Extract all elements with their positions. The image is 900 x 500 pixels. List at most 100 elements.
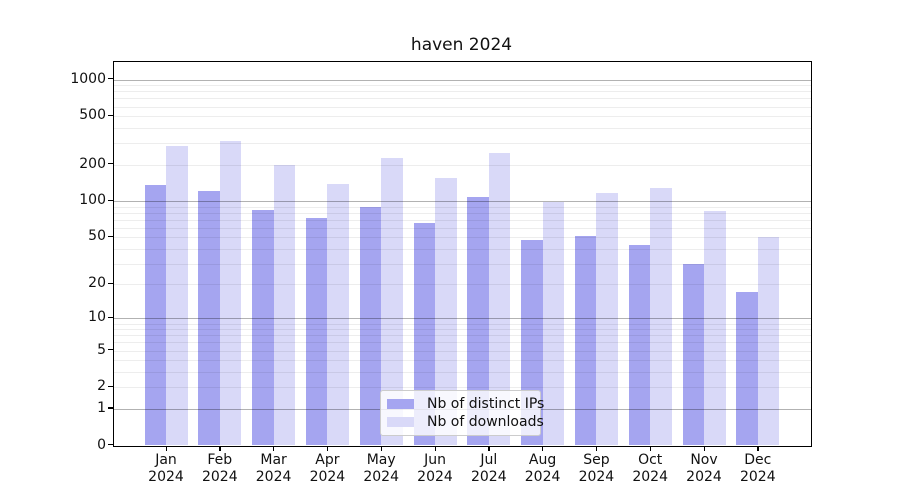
x-tick-label: Jul 2024 xyxy=(461,452,517,486)
bar-downloads xyxy=(435,177,457,446)
y-tick-mark xyxy=(108,282,113,285)
x-tick-label: Aug 2024 xyxy=(515,452,571,486)
bar-downloads xyxy=(542,202,565,446)
x-tick-year: 2024 xyxy=(470,469,507,485)
x-tick-month: Jan xyxy=(155,452,177,468)
x-tick-label: Jan 2024 xyxy=(138,452,194,486)
x-tick-mark xyxy=(434,445,436,451)
gridline-minor xyxy=(114,127,811,129)
gridline-minor xyxy=(114,284,811,286)
bar-downloads xyxy=(596,192,618,446)
y-tick-label: 100 xyxy=(79,192,106,208)
gridline-minor xyxy=(114,106,811,108)
x-tick-label: Dec 2024 xyxy=(730,452,786,486)
x-tick-mark xyxy=(542,445,544,451)
y-tick-mark xyxy=(108,235,113,238)
x-tick-label: Jun 2024 xyxy=(407,452,463,486)
legend-item-downloads: Nb of downloads xyxy=(387,413,544,431)
gridline-minor xyxy=(114,212,811,214)
y-tick-mark xyxy=(108,316,113,319)
x-tick-year: 2024 xyxy=(363,469,399,485)
x-tick-mark xyxy=(757,445,759,451)
gridline-minor xyxy=(114,263,811,265)
y-tick-mark xyxy=(108,385,113,388)
bar-distinct-ips xyxy=(198,191,220,446)
bar-downloads xyxy=(381,158,403,446)
x-tick-label: Sep 2024 xyxy=(568,452,624,486)
y-tick-label: 20 xyxy=(88,275,106,292)
gridline-minor xyxy=(114,237,811,239)
gridline-minor xyxy=(114,227,811,229)
gridline-minor xyxy=(114,116,811,118)
bar-downloads xyxy=(166,146,188,446)
x-tick-label: Oct 2024 xyxy=(622,452,678,486)
chart-title: haven 2024 xyxy=(410,35,513,55)
bar-downloads xyxy=(704,210,726,446)
x-tick-mark xyxy=(649,445,652,451)
plot-area xyxy=(113,61,812,447)
x-tick-month: Sep xyxy=(583,452,610,468)
legend-label-downloads: Nb of downloads xyxy=(427,413,544,430)
x-tick-mark xyxy=(219,445,221,451)
y-tick-label: 500 xyxy=(79,107,106,124)
gridline-minor xyxy=(114,342,811,344)
gridline-minor xyxy=(114,219,811,221)
y-tick-label: 1 xyxy=(97,399,106,416)
gridline-major xyxy=(114,201,811,202)
x-tick-month: Apr xyxy=(315,452,340,468)
x-tick-label: Nov 2024 xyxy=(676,452,732,486)
legend-label-distinct-ips: Nb of distinct IPs xyxy=(427,395,545,412)
gridline-major xyxy=(114,79,811,81)
bar-distinct-ips xyxy=(574,236,597,446)
y-tick-mark xyxy=(108,163,113,165)
x-tick-month: May xyxy=(366,452,396,468)
x-tick-year: 2024 xyxy=(524,469,561,485)
bar-distinct-ips xyxy=(628,245,651,446)
x-tick-mark xyxy=(273,445,275,451)
y-tick-mark xyxy=(108,114,113,117)
bar-distinct-ips xyxy=(682,263,704,446)
x-tick-month: Mar xyxy=(260,452,287,468)
gridline-minor xyxy=(114,329,811,331)
x-tick-year: 2024 xyxy=(632,469,668,485)
x-tick-month: Feb xyxy=(207,452,233,468)
legend-item-distinct-ips: Nb of distinct IPs xyxy=(387,395,544,413)
y-tick-mark xyxy=(108,444,113,446)
y-tick-mark xyxy=(108,78,113,80)
x-tick-mark xyxy=(326,445,329,451)
bar-distinct-ips xyxy=(736,292,758,446)
y-tick-mark xyxy=(108,407,113,409)
x-tick-label: Feb 2024 xyxy=(192,452,248,486)
gridline-minor xyxy=(114,350,811,352)
x-tick-year: 2024 xyxy=(255,469,292,485)
x-tick-year: 2024 xyxy=(201,469,238,485)
x-tick-year: 2024 xyxy=(686,469,722,485)
x-tick-year: 2024 xyxy=(148,469,184,485)
bar-distinct-ips xyxy=(305,218,328,446)
x-tick-mark xyxy=(703,445,705,451)
bar-distinct-ips xyxy=(413,222,435,446)
gridline-minor xyxy=(114,164,811,166)
gridline-minor xyxy=(114,360,811,362)
bar-downloads xyxy=(273,164,296,446)
y-tick-mark xyxy=(108,199,113,201)
x-tick-month: Oct xyxy=(638,452,663,468)
y-tick-label: 0 xyxy=(97,436,106,453)
x-tick-year: 2024 xyxy=(309,469,346,485)
legend-swatch-distinct-ips-icon xyxy=(387,399,414,409)
bar-downloads xyxy=(650,187,672,446)
legend-swatch-downloads-icon xyxy=(387,417,414,427)
y-tick-mark xyxy=(108,349,113,351)
bar-downloads xyxy=(488,152,511,446)
x-tick-month: Dec xyxy=(744,452,772,468)
x-tick-month: Jul xyxy=(480,452,498,468)
x-tick-year: 2024 xyxy=(739,469,776,485)
x-tick-month: Jun xyxy=(424,452,446,468)
x-tick-label: May 2024 xyxy=(353,452,409,486)
bar-distinct-ips xyxy=(467,197,489,446)
x-tick-month: Aug xyxy=(528,452,557,468)
x-tick-year: 2024 xyxy=(417,469,453,485)
y-tick-label: 2 xyxy=(97,378,106,395)
gridline-major xyxy=(114,318,811,320)
